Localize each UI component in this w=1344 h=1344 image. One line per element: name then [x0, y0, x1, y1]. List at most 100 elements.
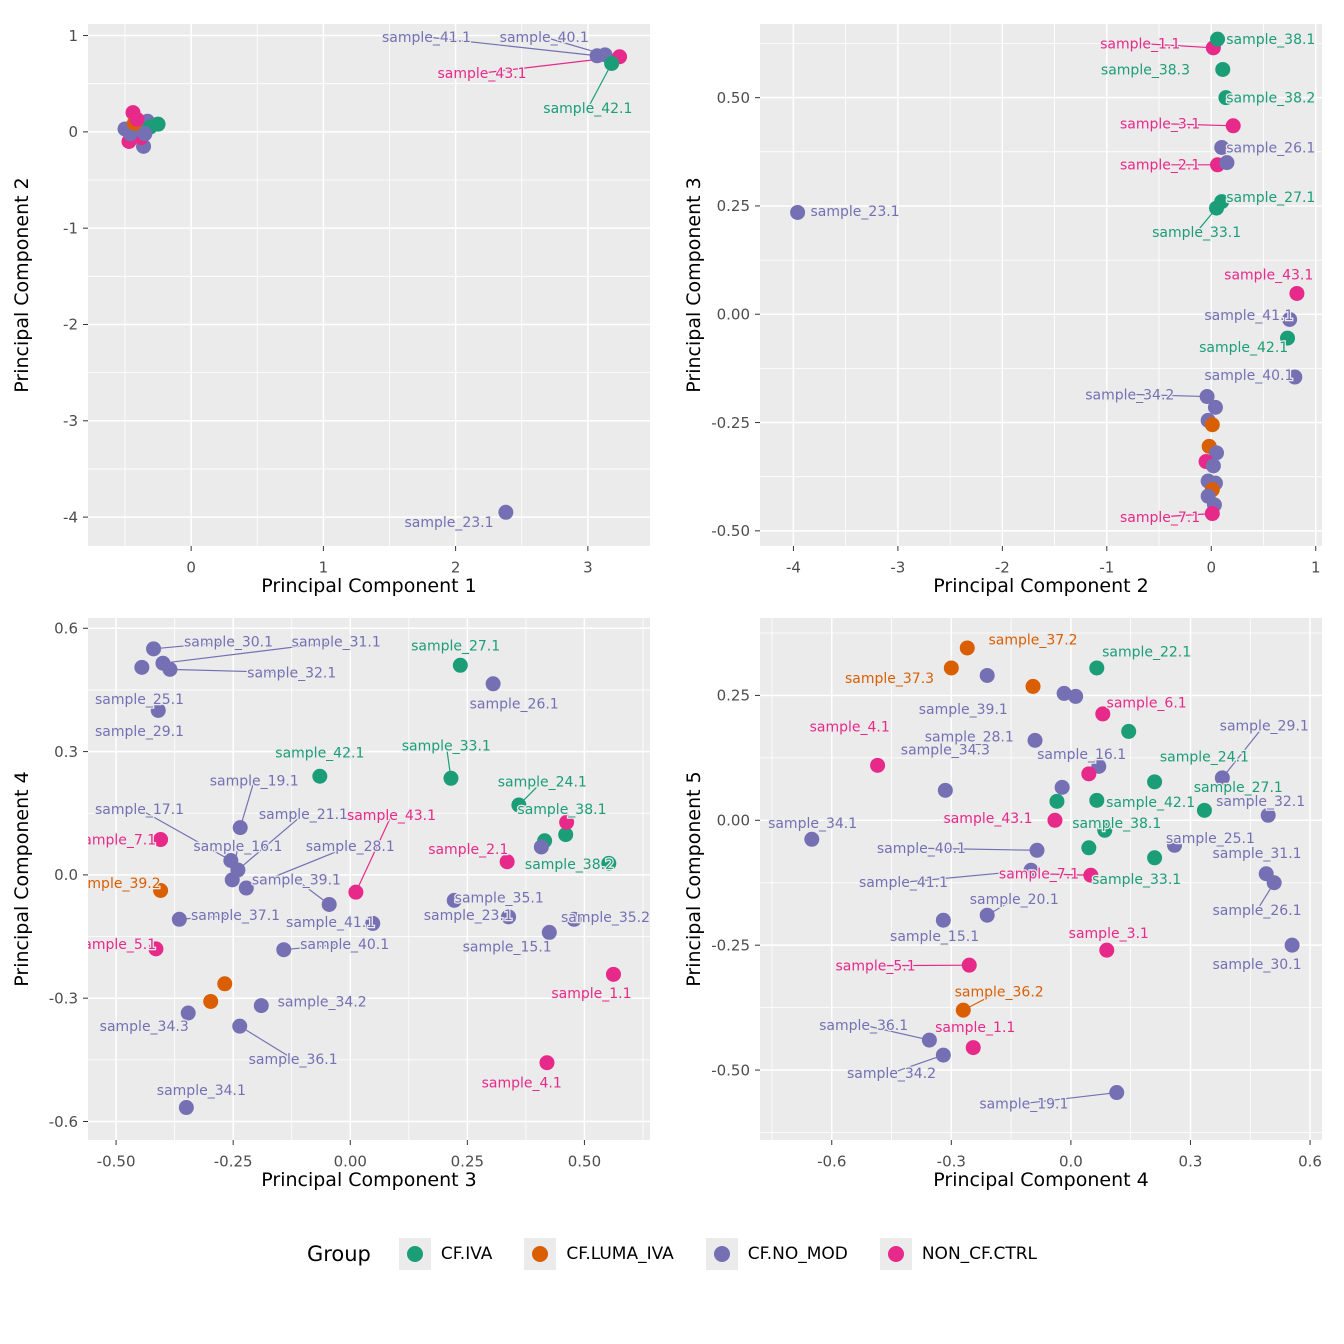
data-point: [1199, 389, 1215, 405]
y-tick-label: 0.25: [717, 687, 750, 705]
point-label: sample_43.1: [347, 808, 436, 824]
x-axis-title: Principal Component 3: [261, 1169, 476, 1191]
data-point: [217, 976, 233, 992]
data-point: [1260, 807, 1276, 823]
data-point: [1081, 840, 1097, 856]
x-tick-label: -3: [890, 558, 905, 576]
point-label: sample_39.1: [919, 702, 1008, 718]
legend: Group CF.IVA CF.LUMA_IVA CF.NO_MOD NON_CF.C…: [0, 1238, 1344, 1270]
point-label: sample_41.1: [382, 30, 471, 46]
data-point: [501, 909, 517, 925]
legend-item-CF.IVA: CF.IVA: [398, 1238, 492, 1270]
data-point: [1083, 867, 1099, 883]
x-tick-label: -0.6: [817, 1152, 846, 1170]
label-leader-line: [239, 1025, 294, 1060]
data-point: [150, 702, 166, 718]
data-point: [1097, 822, 1113, 838]
point-label: sample_28.1: [306, 839, 395, 855]
x-tick-label: 1: [1311, 558, 1321, 576]
label-leader-line: [1129, 393, 1208, 398]
data-point: [224, 872, 240, 888]
label-leader-line: [1023, 1091, 1117, 1105]
point-label: sample_25.1: [95, 692, 184, 708]
point-label: sample_29.1: [95, 724, 184, 740]
point-label: sample_7.1: [76, 832, 156, 848]
data-point: [162, 661, 178, 677]
legend-dot-icon: [887, 1246, 904, 1262]
legend-dot-icon: [532, 1246, 549, 1262]
point-label: sample_23.1: [811, 204, 900, 220]
data-point: [1218, 90, 1234, 106]
point-label: sample_5.1: [76, 937, 156, 953]
label-leader-line: [921, 847, 1038, 851]
data-point: [601, 855, 617, 871]
x-tick-label: -2: [995, 558, 1010, 576]
legend-key: [879, 1238, 912, 1270]
panel-pc3-pc4: sample_30.1 sample_31.1 sample_32.1 sample_…: [11, 618, 650, 1191]
data-point: [253, 998, 269, 1014]
point-label: sample_15.1: [890, 929, 979, 945]
data-point: [1089, 792, 1105, 808]
legend-dot-icon: [713, 1246, 730, 1262]
point-label: sample_37.3: [845, 671, 934, 687]
data-point: [137, 126, 153, 142]
label-leader-line: [1140, 42, 1214, 49]
data-point: [1266, 875, 1282, 891]
y-axis-title: Principal Component 5: [683, 771, 705, 986]
y-tick-label: -1: [63, 219, 78, 237]
y-tick-label: -0.50: [711, 522, 750, 540]
point-label: sample_24.1: [498, 774, 587, 790]
label-leader-line: [1160, 512, 1213, 518]
data-point: [937, 782, 953, 798]
x-tick-label: 0.0: [1059, 1152, 1083, 1170]
label-leader-line: [891, 1054, 944, 1074]
data-point: [559, 814, 575, 830]
data-point: [1287, 369, 1303, 385]
data-point: [1225, 118, 1241, 134]
legend-item-label: CF.LUMA_IVA: [566, 1244, 674, 1264]
data-point: [804, 831, 820, 847]
data-point: [1289, 285, 1305, 301]
point-label: sample_38.2: [1226, 91, 1315, 107]
point-label: sample_33.1: [402, 738, 491, 754]
point-label: sample_1.1: [935, 1020, 1015, 1036]
data-point: [180, 1005, 196, 1021]
data-point: [935, 912, 951, 928]
data-point: [870, 757, 886, 773]
data-point: [1147, 774, 1163, 790]
data-point: [365, 915, 381, 931]
data-point: [178, 1100, 194, 1116]
label-leader-line: [139, 808, 232, 862]
point-label: sample_42.1: [275, 746, 364, 762]
point-label: sample_38.3: [1101, 62, 1190, 78]
point-label: sample_36.1: [249, 1052, 338, 1068]
point-label: sample_26.1: [1212, 903, 1301, 919]
point-label: sample_2.1: [1120, 158, 1200, 174]
x-tick-label: 0.50: [568, 1152, 601, 1170]
data-point: [1219, 155, 1235, 171]
x-tick-label: 0.25: [451, 1152, 484, 1170]
point-label: sample_38.1: [1226, 32, 1315, 48]
panel-pc1-pc2: sample_41.1 sample_40.1 sample_43.1 sample_…: [11, 24, 650, 597]
y-axis-title: Principal Component 2: [11, 177, 33, 392]
data-point: [146, 641, 162, 657]
x-tick-label: 0.6: [1298, 1152, 1322, 1170]
point-label: sample_5.1: [836, 959, 916, 975]
legend-key: [705, 1238, 738, 1270]
y-tick-label: -0.6: [49, 1113, 78, 1131]
y-tick-label: -4: [63, 508, 78, 526]
point-label: sample_2.1: [428, 842, 508, 858]
legend-items: CF.IVA CF.LUMA_IVA CF.NO_MOD NON_CF.CTRL: [398, 1238, 1037, 1270]
x-axis-title: Principal Component 1: [261, 575, 476, 597]
data-point: [1284, 937, 1300, 953]
data-point: [312, 768, 328, 784]
data-point: [1056, 685, 1072, 701]
data-point: [1214, 770, 1230, 786]
data-point: [452, 657, 468, 673]
data-point: [232, 820, 248, 836]
data-point: [1095, 706, 1111, 722]
label-leader-line: [237, 813, 304, 871]
data-point: [943, 660, 959, 676]
y-tick-label: -0.25: [711, 414, 750, 432]
plot-area: [760, 24, 1322, 546]
